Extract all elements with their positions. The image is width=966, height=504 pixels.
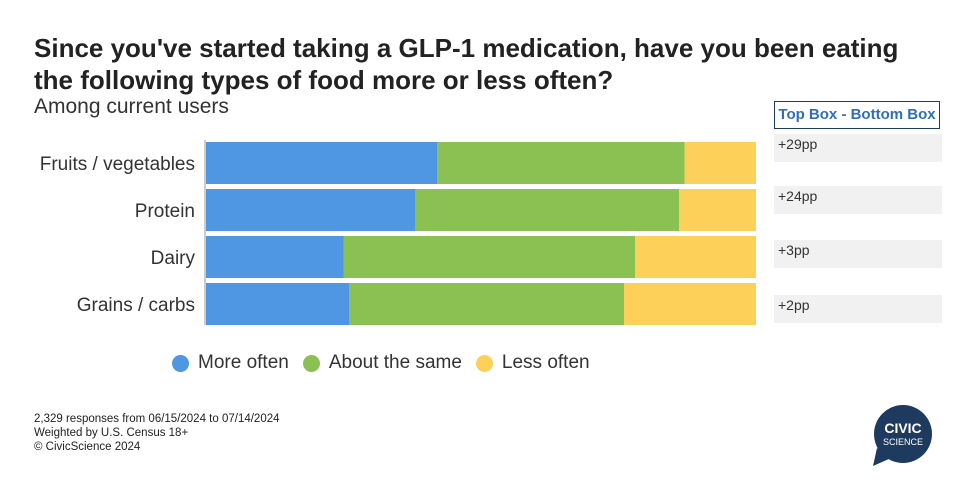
logo-circle [874, 405, 932, 463]
bars-group [206, 142, 756, 325]
category-label: Grains / carbs [77, 295, 195, 316]
diff-value: +2pp [774, 295, 942, 323]
bar-segment-4-1 [206, 283, 349, 325]
footer-copyright: © CivicScience 2024 [34, 441, 141, 453]
bar-segment-1-3 [684, 142, 756, 184]
logo-speech-tail [873, 448, 891, 466]
diff-value: +3pp [774, 240, 942, 268]
legend-item: About the same [302, 352, 462, 374]
chart-subtitle: Among current users [34, 95, 229, 118]
bar-segment-1-1 [206, 142, 437, 184]
legend: More often About the same Less often [172, 352, 590, 374]
civicscience-logo: CIVIC SCIENCE [873, 405, 932, 466]
category-label: Dairy [151, 248, 196, 269]
category-label: Fruits / vegetables [40, 154, 195, 175]
bar-segment-1-2 [437, 142, 685, 184]
bar-segment-2-2 [415, 189, 679, 231]
diff-table-header: Top Box - Bottom Box [774, 101, 940, 129]
logo-text-civic: CIVIC [884, 420, 921, 436]
bar-segment-4-3 [624, 283, 756, 325]
legend-item: More often [172, 352, 289, 374]
legend-swatch [302, 354, 320, 372]
chart-title: Since you've started taking a GLP-1 medi… [34, 33, 899, 95]
footer-responses: 2,329 responses from 06/15/2024 to 07/14… [34, 413, 280, 425]
bar-segment-2-3 [679, 189, 756, 231]
legend-swatch [475, 354, 493, 372]
legend-label: More often [198, 352, 289, 373]
footer: 2,329 responses from 06/15/2024 to 07/14… [34, 412, 280, 454]
category-label: Protein [135, 201, 195, 222]
logo-text-science: SCIENCE [883, 437, 923, 447]
footer-weighting: Weighted by U.S. Census 18+ [34, 427, 189, 439]
diff-value: +24pp [774, 186, 942, 214]
legend-label: About the same [328, 352, 462, 373]
bar-segment-3-1 [206, 236, 344, 278]
category-labels-group: Fruits / vegetables Protein Dairy Grains / … [40, 154, 196, 316]
bar-segment-3-2 [343, 236, 635, 278]
legend-swatch [172, 354, 189, 372]
legend-item: Less often [475, 352, 590, 374]
diff-value: +29pp [774, 134, 942, 162]
bar-segment-2-1 [206, 189, 415, 231]
bar-segment-3-3 [635, 236, 756, 278]
bar-segment-4-2 [349, 283, 624, 325]
legend-label: Less often [501, 352, 590, 373]
